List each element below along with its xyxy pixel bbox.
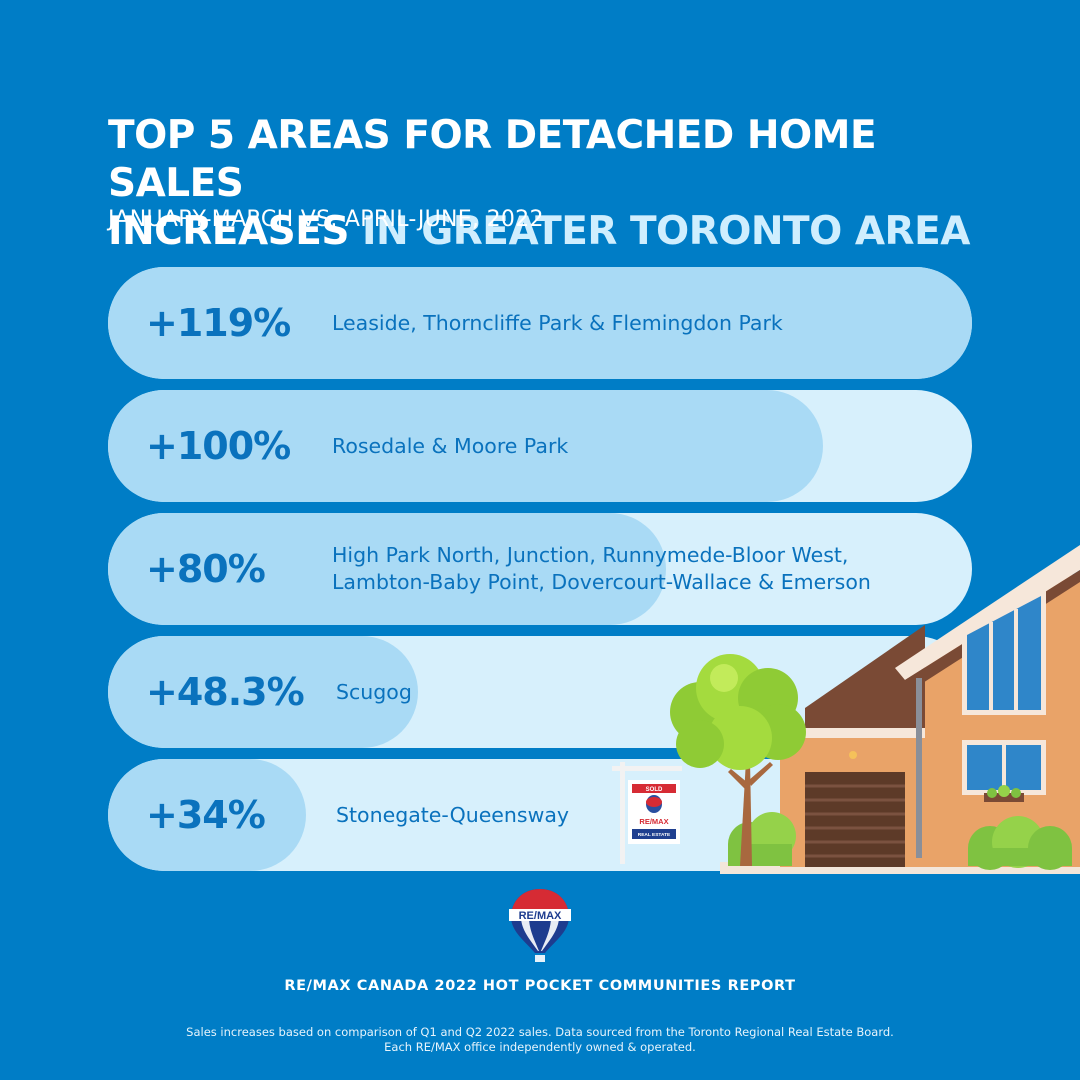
house-roof-main: [895, 545, 1080, 680]
footnote-line-1: Sales increases based on comparison of Q…: [186, 1025, 894, 1039]
sign-sold-text: SOLD: [646, 787, 663, 793]
bar-category-label: Stonegate-Queensway: [336, 759, 936, 871]
bar-category-label: Leaside, Thorncliffe Park & Flemingdon P…: [332, 267, 932, 379]
logo-text: RE/MAX: [519, 910, 562, 922]
category-label-text: High Park North, Junction, Runnymede-Blo…: [332, 542, 871, 596]
bar-track: +80% High Park North, Junction, Runnymede…: [108, 513, 972, 625]
bar-fill: [108, 267, 972, 379]
page-title: TOP 5 AREAS FOR DETACHED HOME SALES INCR…: [108, 112, 1008, 256]
bush-left: [728, 812, 796, 866]
category-label-line: Scugog: [336, 679, 412, 704]
sold-sign: SOLD RE/MAX REAL ESTATE: [612, 762, 682, 864]
garage-door: [805, 772, 905, 867]
bar-value-label: +80%: [146, 547, 266, 591]
category-label-line: Stonegate-Queensway: [336, 802, 570, 827]
sign-bottom-text: REAL ESTATE: [638, 832, 671, 838]
sign-brand-text: RE/MAX: [639, 817, 668, 826]
bar-fill: [108, 759, 306, 871]
category-label-text: Rosedale & Moore Park: [332, 433, 568, 460]
category-label-line: Leaside, Thorncliffe Park & Flemingdon P…: [332, 310, 783, 335]
bar-value-label: +34%: [146, 793, 266, 837]
category-label-line: High Park North, Junction, Runnymede-Blo…: [332, 543, 849, 567]
bar-category-label: Scugog: [336, 636, 936, 748]
house-illustration: SOLD RE/MAX REAL ESTATE: [612, 545, 1080, 874]
category-label-line: Rosedale & Moore Park: [332, 433, 569, 458]
upper-window: [962, 588, 1046, 715]
bar-track: +100% Rosedale & Moore Park: [108, 390, 972, 502]
title-line-2: INCREASES IN GREATER TORONTO AREA: [108, 208, 1008, 256]
wall-lamp-icon: [849, 751, 857, 759]
bar-category-label: Rosedale & Moore Park: [332, 390, 932, 502]
tree: [670, 654, 806, 866]
bar-fill: [108, 513, 666, 625]
category-label-text: Stonegate-Queensway: [336, 802, 569, 829]
category-label-line: Lambton-Baby Point, Dovercourt-Wallace &…: [332, 570, 871, 594]
bar-fill: [108, 636, 418, 748]
bar-fill: [108, 390, 823, 502]
title-line-2-part-1: INCREASES: [108, 209, 349, 254]
category-label-text: Leaside, Thorncliffe Park & Flemingdon P…: [332, 310, 783, 337]
bar-category-label: High Park North, Junction, Runnymede-Blo…: [332, 513, 932, 625]
report-title: RE/MAX CANADA 2022 HOT POCKET COMMUNITIE…: [284, 978, 796, 994]
page-subtitle: JANUARY-MARCH VS. APRIL-JUNE, 2022: [108, 207, 544, 232]
bar-value-label: +119%: [146, 301, 291, 345]
remax-balloon-logo: RE/MAX: [509, 889, 571, 962]
house-roof-left: [805, 625, 925, 745]
drain-pipe: [916, 678, 922, 858]
garage-trim: [772, 728, 972, 738]
bush-right: [968, 816, 1072, 870]
title-line-1: TOP 5 AREAS FOR DETACHED HOME SALES: [108, 113, 877, 206]
title-line-2-part-2: IN GREATER TORONTO AREA: [348, 209, 970, 254]
category-label-text: Scugog: [336, 679, 412, 706]
bar-value-label: +48.3%: [146, 670, 305, 714]
lower-window: [962, 740, 1046, 802]
bar-track: +119% Leaside, Thorncliffe Park & Fleming…: [108, 267, 972, 379]
footnote-line-2: Each RE/MAX office independently owned &…: [384, 1040, 696, 1054]
footnote: Sales increases based on comparison of Q…: [90, 1025, 990, 1055]
bar-value-label: +100%: [146, 424, 291, 468]
